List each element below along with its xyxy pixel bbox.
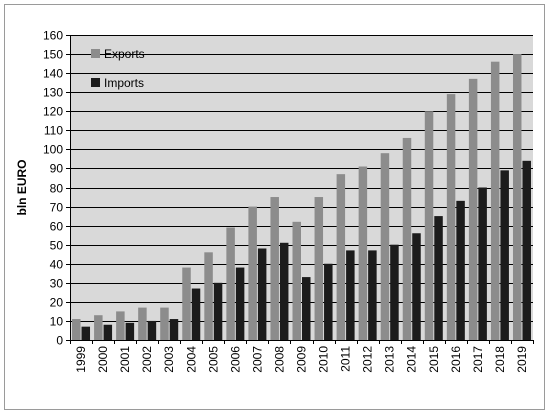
y-axis-title: bln EURO [15, 160, 29, 216]
bar-exports-2010 [314, 197, 324, 340]
bar-imports-2011 [346, 250, 355, 340]
bar-imports-2016 [456, 200, 465, 340]
bar-imports-2004 [191, 288, 201, 340]
x-tick-label: 2011 [339, 346, 353, 372]
x-tick-label: 2015 [427, 346, 441, 373]
x-tick-label: 2019 [515, 346, 529, 373]
y-tick-label: 110 [44, 124, 63, 138]
x-tick-label: 2007 [250, 346, 264, 373]
y-tick-label: 50 [50, 239, 64, 253]
x-tick-label: 2004 [184, 346, 198, 373]
y-tick-label: 20 [50, 296, 64, 310]
bar-exports-2001 [116, 311, 125, 340]
bar-imports-2007 [257, 248, 267, 340]
bar-imports-2014 [412, 233, 421, 340]
bar-imports-2019 [522, 160, 531, 340]
bar-exports-2006 [226, 227, 235, 340]
bar-exports-2015 [424, 111, 434, 340]
bar-imports-1999 [81, 326, 91, 340]
bar-exports-2011 [336, 174, 346, 340]
gridlines [66, 35, 533, 341]
axes [70, 35, 534, 344]
legend: Exports Imports [91, 47, 145, 90]
bar-imports-2010 [324, 263, 333, 340]
bar-exports-2012 [358, 166, 368, 340]
legend-label-exports: Exports [104, 47, 145, 61]
bar-imports-2006 [235, 267, 245, 340]
bar-exports-2005 [204, 252, 213, 340]
y-tick-label: 30 [50, 277, 64, 291]
x-tick-label: 2008 [272, 346, 286, 373]
x-tick-label: 2005 [206, 346, 220, 373]
bar-exports-2003 [160, 307, 169, 340]
x-tick-label: 2018 [493, 346, 507, 373]
bar-exports-2000 [94, 315, 103, 340]
bar-exports-2017 [468, 78, 478, 340]
y-tick-label: 100 [43, 143, 63, 157]
bar-imports-2001 [125, 322, 135, 340]
y-tick-label: 120 [43, 105, 63, 119]
bar-exports-2002 [138, 307, 147, 340]
legend-label-imports: Imports [104, 76, 144, 90]
bar-exports-2004 [182, 267, 191, 340]
x-tick-label: 2001 [118, 346, 132, 373]
x-tick-label: 2002 [140, 346, 154, 373]
bar-imports-2018 [500, 170, 509, 340]
bar-imports-2008 [279, 242, 289, 340]
y-tick-label: 60 [50, 220, 64, 234]
bar-imports-2003 [169, 319, 179, 340]
y-tick-labels: 0 10 20 30 40 50 60 70 80 90 100 110 120 130 140 150 160 [43, 29, 63, 348]
y-tick-label: 80 [50, 182, 64, 196]
bar-imports-2000 [103, 324, 113, 340]
x-tick-label: 2009 [295, 346, 309, 373]
y-tick-label: 130 [43, 86, 63, 100]
bar-imports-2017 [478, 187, 487, 340]
bars [72, 54, 531, 340]
x-tick-labels: 1999 2000 2001 2002 2003 2004 2005 2006 2007 2008… [74, 346, 529, 373]
bar-imports-2012 [368, 250, 377, 340]
bar-imports-2009 [302, 277, 311, 340]
bar-exports-2014 [402, 137, 412, 340]
x-tick-label: 2013 [383, 346, 397, 373]
x-tick-label: 2003 [162, 346, 176, 373]
plot-area [70, 35, 533, 340]
legend-swatch-exports [91, 49, 100, 58]
x-tick-label: 2006 [228, 346, 242, 373]
bar-exports-2019 [512, 54, 522, 340]
x-tick-label: 2017 [471, 346, 485, 373]
bar-exports-2009 [292, 221, 301, 340]
bar-exports-2016 [446, 94, 456, 340]
bar-exports-2008 [270, 197, 279, 340]
bar-imports-2002 [147, 320, 157, 340]
y-tick-label: 140 [43, 67, 63, 81]
bar-exports-1999 [72, 319, 81, 340]
y-tick-label: 90 [50, 162, 64, 176]
y-tick-label: 160 [43, 29, 63, 43]
bar-exports-2018 [490, 61, 500, 340]
x-tick-label: 1999 [74, 346, 88, 373]
x-tick-label: 2010 [317, 346, 331, 373]
y-tick-label: 70 [50, 201, 64, 215]
x-tick-label: 2012 [361, 346, 375, 373]
bar-imports-2005 [213, 282, 223, 340]
x-tick-label: 2014 [405, 346, 419, 373]
x-tick-label: 2016 [449, 346, 463, 373]
y-tick-label: 10 [50, 315, 64, 329]
bar-imports-2015 [434, 216, 443, 340]
bar-exports-2007 [248, 206, 257, 340]
bar-imports-2013 [390, 244, 399, 340]
y-tick-label: 150 [43, 48, 63, 62]
y-tick-label: 0 [56, 334, 63, 348]
x-tick-label: 2000 [96, 346, 110, 373]
legend-swatch-imports [91, 78, 100, 87]
bar-exports-2013 [380, 153, 390, 340]
y-tick-label: 40 [50, 258, 64, 272]
